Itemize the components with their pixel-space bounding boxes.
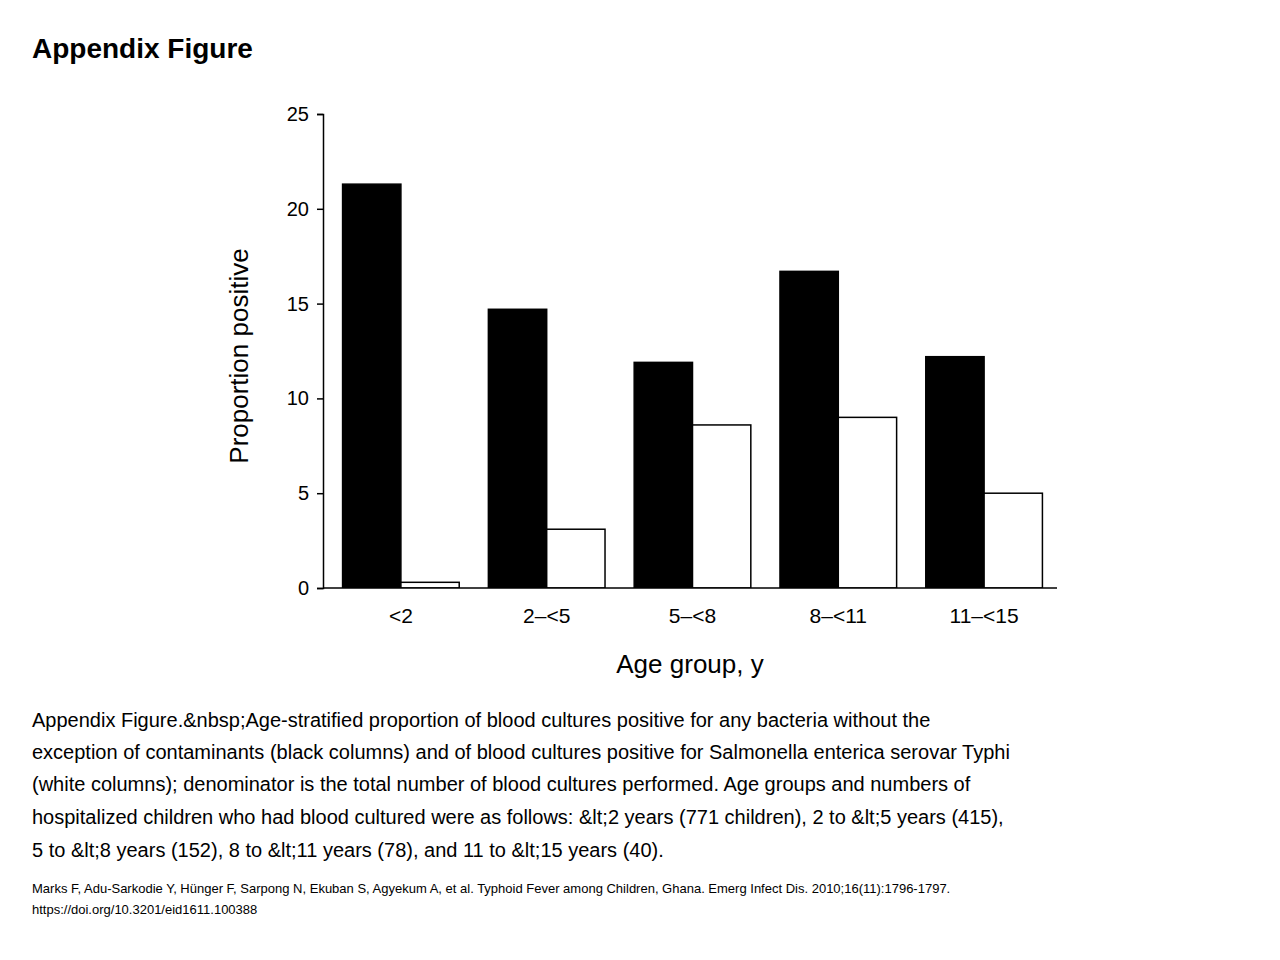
y-tick-mark <box>317 209 323 211</box>
y-tick: 5 <box>298 482 323 504</box>
x-axis: <2 2–<5 5–<8 8–<11 11–<15 <box>323 588 1057 627</box>
x-tick-label: 11–<15 <box>950 604 1019 627</box>
y-axis-title: Proportion positive <box>224 248 254 463</box>
y-axis-line <box>317 115 324 589</box>
bar <box>343 184 401 588</box>
x-tick: <2 <box>389 588 413 627</box>
y-tick-mark <box>317 114 323 116</box>
caption: exception of contaminants (black columns… <box>32 741 1010 763</box>
y-tick-mark <box>317 588 323 590</box>
y-tick: 25 <box>287 103 323 125</box>
y-tick-label: 20 <box>287 198 309 220</box>
x-tick: 8–<11 <box>810 588 867 627</box>
x-axis-line <box>323 587 1057 589</box>
caption: 5 to &lt;8 years (152), 8 to &lt;11 year… <box>32 839 664 861</box>
x-tick: 5–<8 <box>669 588 716 627</box>
y-tick-label: 0 <box>298 577 309 599</box>
caption: (white columns); denominator is the tota… <box>32 773 971 795</box>
bar <box>488 309 546 588</box>
x-tick-label: 5–<8 <box>669 604 716 627</box>
y-tick: 15 <box>287 293 323 315</box>
bar <box>547 529 605 588</box>
caption: Appendix Figure.&nbsp;Age-stratified pro… <box>32 709 930 731</box>
caption: hospitalized children who had blood cult… <box>32 806 1004 828</box>
x-tick: 11–<15 <box>950 588 1019 627</box>
y-tick: 10 <box>287 387 323 409</box>
y-tick: 0 <box>298 577 323 599</box>
y-tick-label: 25 <box>287 103 309 125</box>
x-tick: 2–<5 <box>523 588 570 627</box>
y-axis: 0 5 10 15 20 25 <box>287 103 324 599</box>
citation: Marks F, Adu-Sarkodie Y, Hünger F, Sarpo… <box>32 881 950 896</box>
y-tick-mark <box>317 303 323 305</box>
citation: https://doi.org/10.3201/eid1611.100388 <box>32 902 257 917</box>
y-tick-mark <box>317 398 323 400</box>
bar <box>984 493 1042 588</box>
bars <box>343 184 1043 588</box>
slide: Appendix Figure 0 5 10 15 20 25 <2 2–<5 5–<8 8–<11… <box>0 0 1280 960</box>
bar <box>401 582 459 588</box>
x-tick-label: 2–<5 <box>523 604 570 627</box>
y-tick-mark <box>317 493 323 495</box>
title: Appendix Figure <box>32 33 253 64</box>
x-tick-label: 8–<11 <box>810 604 867 627</box>
bar <box>780 271 838 588</box>
y-tick: 20 <box>287 198 323 220</box>
x-tick-label: <2 <box>389 604 413 627</box>
y-tick-label: 15 <box>287 293 309 315</box>
bar <box>838 417 896 588</box>
bar <box>693 425 751 588</box>
bar <box>926 357 984 588</box>
x-axis-title: Age group, y <box>616 649 763 679</box>
y-tick-label: 5 <box>298 482 309 504</box>
y-tick-label: 10 <box>287 387 309 409</box>
bar <box>634 362 692 588</box>
